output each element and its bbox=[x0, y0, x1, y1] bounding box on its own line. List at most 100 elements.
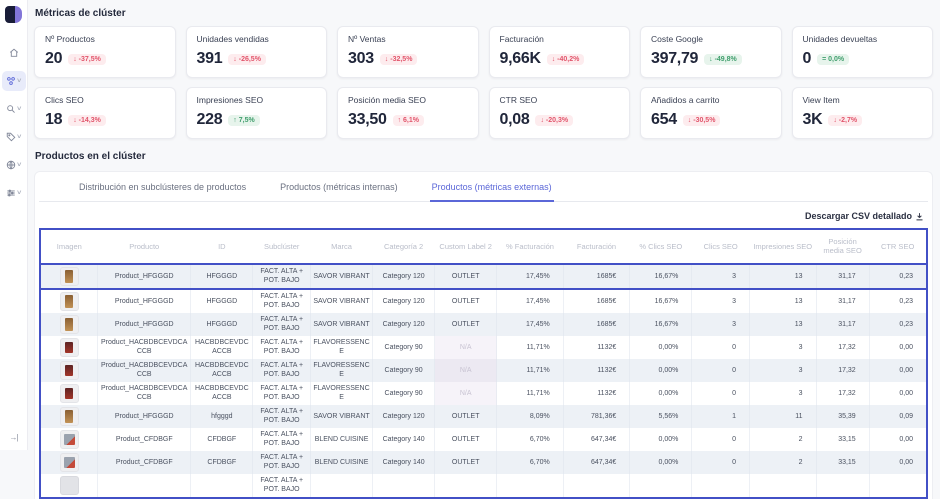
cell-subcluster: FACT. ALTA + POT. BAJO bbox=[252, 262, 311, 290]
chevron-down-icon: ∨ bbox=[15, 190, 23, 196]
column-header[interactable]: Facturación bbox=[563, 229, 630, 264]
sidebar-item-search[interactable]: ∨ bbox=[2, 99, 26, 119]
column-header[interactable]: Marca bbox=[310, 229, 373, 264]
metric-label: Impresiones SEO bbox=[196, 95, 264, 105]
cell-id: CFDBGF bbox=[190, 427, 254, 451]
cell-ctr-seo: 0,23 bbox=[899, 297, 913, 305]
column-header[interactable]: Categoría 2 bbox=[372, 229, 435, 264]
sidebar-item-tags[interactable]: ∨ bbox=[2, 127, 26, 147]
cell-facturacion: 781,36€ bbox=[563, 404, 631, 428]
cell-id bbox=[190, 473, 254, 498]
cell-marca: FLAVORESSENCE bbox=[310, 381, 374, 405]
clusters-icon bbox=[6, 76, 16, 86]
metric-label: Unidades devueltas bbox=[802, 34, 878, 44]
column-header[interactable]: Subclúster bbox=[252, 229, 311, 264]
cell-facturacion: 1132€ bbox=[563, 335, 631, 359]
metric-card: Nº Ventas 303 ↓ -32,5% bbox=[337, 26, 479, 78]
cell-ctr-seo: 0,23 bbox=[899, 320, 913, 328]
cell-posicion-media-seo: 35,39 bbox=[816, 404, 870, 428]
metric-delta-badge: ↓ -2,7% bbox=[828, 114, 863, 126]
cell-ctr-seo: 0,00 bbox=[899, 343, 913, 351]
cell-pct-clics-seo: 0,00% bbox=[629, 335, 693, 359]
cell-impresiones-seo: 13 bbox=[749, 312, 817, 336]
table-row[interactable]: FACT. ALTA + POT. BAJO bbox=[40, 473, 927, 498]
cell-clics-seo: 0 bbox=[691, 450, 750, 474]
metric-card: CTR SEO 0,08 ↓ -20,3% bbox=[488, 87, 630, 139]
product-image bbox=[59, 429, 79, 449]
product-image bbox=[59, 452, 79, 472]
column-header[interactable]: ID bbox=[190, 229, 253, 264]
table-row[interactable]: Product_HFGGGD HFGGGD FACT. ALTA + POT. … bbox=[39, 262, 928, 290]
cell-marca: SAVOR VIBRANT bbox=[310, 288, 374, 313]
table-row[interactable]: Product_HACBDBCEVDCACCB HACBDBCEVDCACCB … bbox=[40, 335, 927, 359]
cell-marca: SAVOR VIBRANT bbox=[310, 262, 374, 290]
cell-custom-label2: OUTLET bbox=[434, 404, 498, 428]
metric-delta-badge: ↓ -26,5% bbox=[228, 53, 266, 65]
cell-marca: BLEND CUISINE bbox=[310, 450, 374, 474]
tab-2[interactable]: Productos (métricas externas) bbox=[429, 172, 554, 202]
tab-1[interactable]: Productos (métricas internas) bbox=[280, 182, 398, 192]
column-header[interactable]: Producto bbox=[97, 229, 191, 264]
cell-id: HACBDBCEVDCACCB bbox=[190, 381, 254, 405]
cell-impresiones-seo: 3 bbox=[749, 335, 817, 359]
sidebar-expand-button[interactable]: →| bbox=[9, 433, 18, 442]
metric-label: Nº Productos bbox=[45, 34, 95, 44]
cell-id: HFGGGD bbox=[190, 312, 254, 336]
cell-categoria2: Category 90 bbox=[372, 335, 436, 359]
column-header[interactable]: Impresiones SEO bbox=[749, 229, 816, 264]
metric-label: Coste Google bbox=[651, 34, 703, 44]
download-csv-button[interactable]: Descargar CSV detallado bbox=[805, 211, 924, 221]
table-row[interactable]: Product_HACBDBCEVDCACCB HACBDBCEVDCACCB … bbox=[40, 358, 927, 382]
table-row[interactable]: Product_CFDBGF CFDBGF FACT. ALTA + POT. … bbox=[40, 427, 927, 451]
metric-card: Unidades vendidas 391 ↓ -26,5% bbox=[185, 26, 327, 78]
column-header[interactable]: Posición media SEO bbox=[816, 229, 870, 264]
products-tabs: Distribución en subclústeres de producto… bbox=[39, 172, 928, 202]
metrics-section-title: Métricas de clúster bbox=[35, 8, 126, 19]
column-header[interactable]: Custom Label 2 bbox=[434, 229, 497, 264]
cell-producto: Product_HFGGGD bbox=[97, 288, 192, 313]
cell-ctr-seo: 0,09 bbox=[899, 412, 913, 420]
cell-custom-label2: N/A bbox=[434, 335, 498, 359]
metric-value: 20 bbox=[45, 50, 63, 67]
table-row[interactable]: Product_HACBDBCEVDCACCB HACBDBCEVDCACCB … bbox=[40, 381, 927, 405]
chevron-down-icon: ∨ bbox=[15, 134, 23, 140]
cell-pct-clics-seo: 0,00% bbox=[629, 450, 693, 474]
tab-0[interactable]: Distribución en subclústeres de producto… bbox=[79, 182, 247, 192]
cell-marca: FLAVORESSENCE bbox=[310, 358, 374, 382]
metric-delta-badge: ↓ -14,3% bbox=[68, 114, 106, 126]
metric-card: Clics SEO 18 ↓ -14,3% bbox=[34, 87, 176, 139]
download-csv-label: Descargar CSV detallado bbox=[804, 211, 912, 221]
metric-label: Unidades vendidas bbox=[196, 34, 269, 44]
metric-card: Unidades devueltas 0 = 0,0% bbox=[791, 26, 933, 78]
cell-pct-facturacion: 11,71% bbox=[496, 358, 564, 382]
cell-categoria2: Category 90 bbox=[372, 381, 436, 405]
column-header[interactable]: % Clics SEO bbox=[629, 229, 692, 264]
cell-id: HACBDBCEVDCACCB bbox=[190, 335, 254, 359]
cell-pct-clics-seo: 0,00% bbox=[629, 358, 693, 382]
column-header[interactable]: % Facturación bbox=[496, 229, 564, 264]
table-row[interactable]: Product_HFGGGD HFGGGD FACT. ALTA + POT. … bbox=[40, 288, 927, 313]
product-image bbox=[59, 291, 79, 311]
column-header[interactable]: CTR SEO bbox=[869, 229, 927, 264]
sidebar-item-filters[interactable]: ∨ bbox=[2, 183, 26, 203]
cell-custom-label2: OUTLET bbox=[434, 450, 498, 474]
cell-ctr-seo: 0,23 bbox=[869, 262, 928, 290]
cell-clics-seo: 3 bbox=[691, 262, 750, 290]
sidebar-item-clusters[interactable]: ∨ bbox=[1, 71, 26, 91]
table-row[interactable]: Product_HFGGGD hfgggd FACT. ALTA + POT. … bbox=[40, 404, 927, 428]
sidebar-item-world[interactable]: ∨ bbox=[2, 155, 26, 175]
table-row[interactable]: Product_HFGGGD HFGGGD FACT. ALTA + POT. … bbox=[40, 312, 927, 336]
metric-value: 9,66K bbox=[499, 50, 542, 67]
cell-facturacion: 1685€ bbox=[563, 262, 631, 290]
cell-pct-facturacion: 6,70% bbox=[496, 427, 564, 451]
column-header[interactable]: Clics SEO bbox=[691, 229, 750, 264]
cell-producto: Product_HACBDBCEVDCACCB bbox=[97, 381, 192, 405]
cell-ctr-seo: 0,00 bbox=[899, 366, 913, 374]
app-logo[interactable] bbox=[5, 6, 22, 23]
cell-pct-facturacion: 11,71% bbox=[496, 381, 564, 405]
cell-id: HACBDBCEVDCACCB bbox=[190, 358, 254, 382]
cell-ctr-seo: 0,00 bbox=[899, 389, 913, 397]
sidebar-item-home[interactable] bbox=[2, 43, 26, 63]
table-row[interactable]: Product_CFDBGF CFDBGF FACT. ALTA + POT. … bbox=[40, 450, 927, 474]
column-header[interactable]: Imagen bbox=[40, 229, 98, 264]
